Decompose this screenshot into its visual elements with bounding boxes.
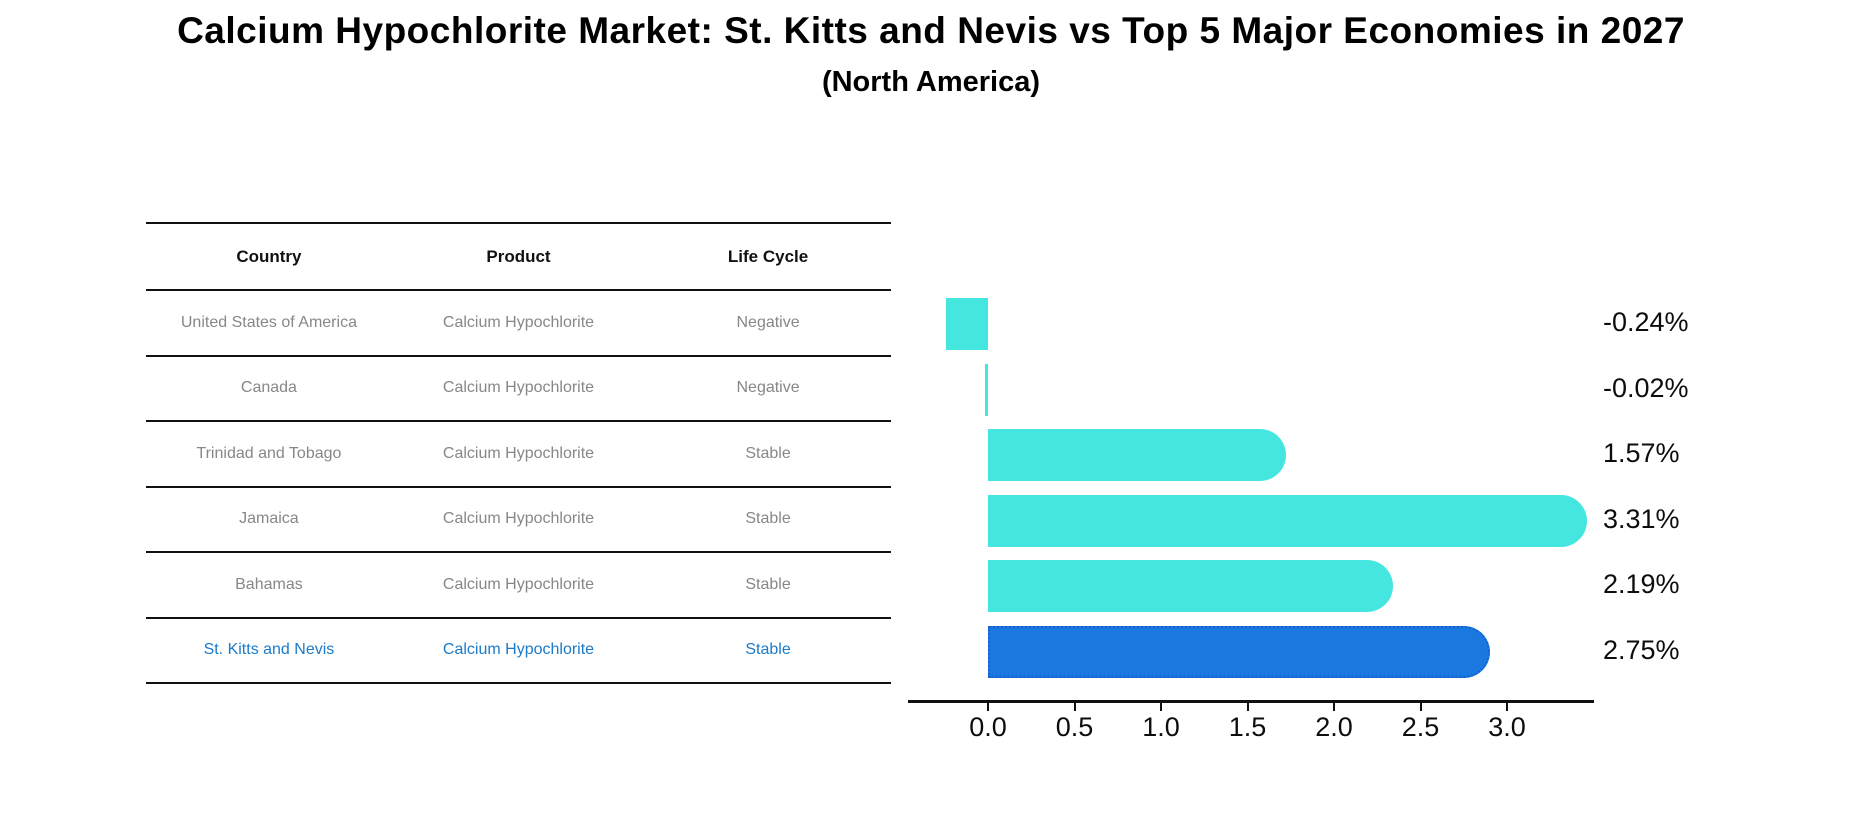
table-row: St. Kitts and Nevis Calcium Hypochlorite S…	[146, 619, 891, 684]
x-axis-tick-label: 0.5	[1055, 712, 1094, 742]
bar-value-label: -0.24%	[1603, 307, 1689, 337]
x-axis-tick	[1419, 702, 1422, 711]
table-cell-life-cycle: Stable	[745, 641, 791, 659]
x-axis-line	[908, 700, 1594, 703]
table-row: Canada Calcium Hypochlorite Negative	[146, 357, 891, 422]
x-axis-tick	[1073, 702, 1076, 711]
table-header-product: Product	[486, 246, 551, 266]
bar-united-states-of-america	[946, 298, 988, 350]
table-cell-product: Calcium Hypochlorite	[442, 575, 595, 593]
table-header-country: Country	[236, 246, 302, 266]
table-cell-life-cycle: Stable	[745, 510, 791, 528]
x-axis-tick-label: 2.5	[1401, 712, 1440, 742]
table-cell-product: Calcium Hypochlorite	[442, 313, 595, 331]
chart-title: Calcium Hypochlorite Market: St. Kitts a…	[177, 10, 1685, 51]
table-cell-country: Trinidad and Tobago	[196, 444, 342, 462]
table-header-life-cycle: Life Cycle	[727, 246, 809, 266]
x-axis-tick-label: 1.5	[1228, 712, 1267, 742]
bar-value-label: 2.19%	[1603, 569, 1680, 599]
bar-value-label: 2.75%	[1603, 634, 1680, 665]
table-row: Bahamas Calcium Hypochlorite Stable	[146, 553, 891, 619]
table-cell-life-cycle: Stable	[745, 575, 791, 593]
chart-subtitle: (North America)	[821, 66, 1041, 98]
x-axis-tick-label: 1.0	[1142, 712, 1180, 742]
table-cell-country: St. Kitts and Nevis	[203, 641, 335, 659]
table-cell-country: Bahamas	[235, 575, 303, 593]
table-header-row: Country Product Life Cycle	[146, 224, 891, 291]
table-cell-country: United States of America	[180, 313, 357, 331]
x-axis-tick	[1506, 702, 1508, 711]
table-cell-country: Jamaica	[239, 510, 299, 528]
x-axis-tick	[1333, 702, 1335, 711]
table-cell-product: Calcium Hypochlorite	[442, 510, 595, 528]
table-cell-life-cycle: Negative	[736, 379, 800, 397]
bar-value-label: -0.02%	[1603, 372, 1689, 403]
x-axis-tick	[1246, 702, 1249, 711]
bar-bahamas	[988, 560, 1393, 612]
bar-canada	[984, 363, 988, 416]
x-axis-tick-label: 3.0	[1488, 712, 1526, 742]
x-axis-tick	[1160, 702, 1162, 711]
x-axis-tick-label: 0.0	[969, 712, 1007, 742]
bar-trinidad-and-tobago	[988, 429, 1286, 481]
table-cell-product: Calcium Hypochlorite	[442, 444, 595, 462]
table-row: Trinidad and Tobago Calcium Hypochlorite S…	[146, 422, 891, 488]
table-row: United States of America Calcium Hypochlo…	[146, 291, 891, 357]
table-cell-life-cycle: Negative	[736, 313, 800, 331]
x-axis-tick	[987, 702, 989, 711]
table-cell-life-cycle: Stable	[745, 444, 791, 462]
bar-value-label: 1.57%	[1603, 438, 1680, 468]
bar-st-kitts-and-nevis	[988, 625, 1490, 678]
bar-value-label: 3.31%	[1603, 503, 1680, 534]
table-cell-product: Calcium Hypochlorite	[442, 379, 595, 397]
table-cell-product: Calcium Hypochlorite	[442, 641, 595, 659]
table-row: Jamaica Calcium Hypochlorite Stable	[146, 488, 891, 553]
table-cell-country: Canada	[240, 379, 297, 397]
bar-jamaica	[988, 494, 1587, 547]
x-axis-tick-label: 2.0	[1315, 712, 1353, 742]
country-table: Country Product Life Cycle United States…	[146, 222, 891, 684]
